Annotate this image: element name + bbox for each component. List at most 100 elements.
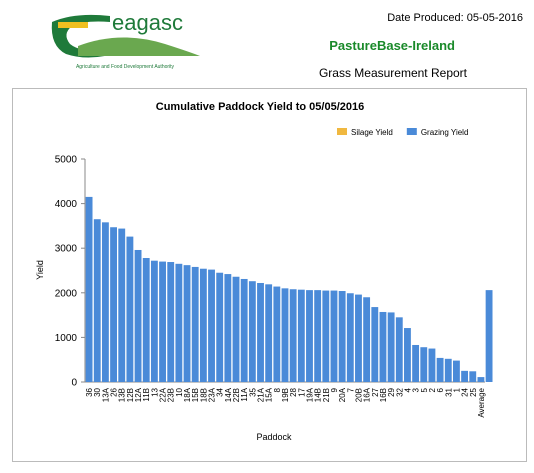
bar — [273, 286, 281, 382]
x-tick-label: 32 — [395, 387, 404, 396]
x-tick-label: 22B — [232, 388, 241, 402]
bar — [461, 370, 469, 382]
bar — [142, 258, 150, 382]
x-tick-label: 24 — [461, 387, 470, 396]
x-tick-label: 21B — [322, 388, 331, 402]
x-tick-label: 4 — [403, 387, 412, 392]
x-tick-label: 9 — [330, 387, 339, 392]
bar — [159, 261, 166, 382]
logo: eagasc Agriculture and Food Development … — [51, 10, 200, 70]
bar — [404, 328, 411, 382]
x-tick-label: 19A — [305, 387, 314, 402]
date-produced: Date Produced: 05-05-2016 — [387, 12, 523, 24]
legend-swatch — [406, 128, 417, 135]
x-tick-label: 36 — [85, 387, 94, 396]
bar — [150, 260, 158, 382]
bar — [85, 196, 93, 382]
x-tick-label: 15A — [265, 387, 274, 402]
y-tick-label: 4000 — [55, 199, 78, 210]
report-title: Grass Measurement Report — [319, 66, 468, 80]
bar — [395, 317, 403, 382]
bar — [224, 274, 232, 382]
x-tick-label: 19B — [281, 388, 290, 402]
x-tick-label: 27 — [371, 387, 380, 396]
x-tick-label: 23B — [167, 388, 176, 402]
x-tick-label: 18B — [199, 388, 208, 402]
bar — [306, 290, 313, 382]
bar — [248, 281, 256, 382]
x-tick-label: 14B — [314, 388, 323, 402]
x-tick-label: 13B — [118, 388, 127, 402]
x-tick-label: 23A — [208, 387, 217, 402]
x-axis-label: Paddock — [256, 432, 292, 442]
y-tick-label: 3000 — [55, 244, 78, 255]
bar — [110, 227, 117, 382]
x-tick-label: 29 — [387, 387, 396, 396]
x-tick-label: 5 — [420, 387, 429, 392]
bar — [379, 311, 387, 382]
logo-tagline: Agriculture and Food Development Authori… — [76, 64, 175, 70]
bar — [355, 294, 362, 382]
y-tick-label: 1000 — [55, 333, 78, 344]
report-brand: PastureBase-Ireland — [329, 38, 455, 53]
logo-name: eagasc — [112, 10, 183, 35]
bar — [436, 357, 444, 382]
bar — [257, 282, 264, 382]
x-tick-label: 34 — [216, 387, 225, 396]
logo-hill — [78, 37, 200, 56]
legend-swatch — [337, 128, 347, 135]
x-tick-label: 16B — [379, 388, 388, 402]
bar — [93, 219, 101, 382]
x-tick-label: 1 — [452, 387, 461, 392]
x-tick-label: 26 — [110, 387, 119, 396]
bar — [387, 312, 395, 382]
bar — [281, 288, 289, 382]
bar — [428, 348, 436, 382]
logo-bar — [58, 22, 88, 28]
bar — [297, 289, 305, 382]
x-tick-label: 31 — [444, 387, 453, 396]
x-tick-label: 22A — [159, 387, 168, 402]
bar — [134, 249, 142, 382]
bar — [469, 371, 477, 382]
bar — [371, 307, 379, 382]
x-tick-label: 30 — [93, 387, 102, 396]
x-tick-label: 13A — [101, 387, 110, 402]
bar — [101, 222, 109, 382]
y-tick-label: 5000 — [55, 155, 78, 166]
x-tick-label: 16A — [363, 387, 372, 402]
bar — [314, 290, 322, 382]
x-tick-label: 28 — [289, 387, 298, 396]
bar — [118, 228, 126, 382]
x-tick-label: 2 — [428, 387, 437, 392]
bar — [216, 272, 224, 382]
bar — [338, 291, 346, 382]
x-tick-label: 20A — [338, 387, 347, 402]
bar — [363, 297, 371, 382]
bar — [126, 236, 134, 382]
y-tick-label: 2000 — [55, 288, 78, 299]
bar — [167, 262, 175, 382]
x-tick-label: 25 — [469, 387, 478, 396]
x-tick-label: 14A — [224, 387, 233, 402]
bar — [444, 358, 452, 382]
bar — [346, 293, 354, 382]
legend-label: Silage Yield — [351, 128, 393, 137]
legend-label: Grazing Yield — [421, 128, 469, 137]
x-tick-label: 3 — [412, 387, 421, 392]
x-tick-label: 12B — [126, 388, 135, 402]
x-tick-label: 15B — [191, 388, 200, 402]
x-tick-label: 6 — [436, 387, 445, 392]
bar — [420, 347, 428, 382]
y-tick-label: 0 — [71, 378, 77, 389]
bar — [477, 377, 485, 382]
y-axis-label: Yield — [35, 260, 45, 280]
bar — [265, 284, 273, 382]
x-tick-label: 10 — [175, 387, 184, 396]
bar — [232, 276, 240, 382]
x-tick-label: 12A — [134, 387, 143, 402]
bar — [175, 263, 183, 382]
bar — [240, 278, 248, 382]
x-tick-label: 11A — [240, 387, 249, 401]
